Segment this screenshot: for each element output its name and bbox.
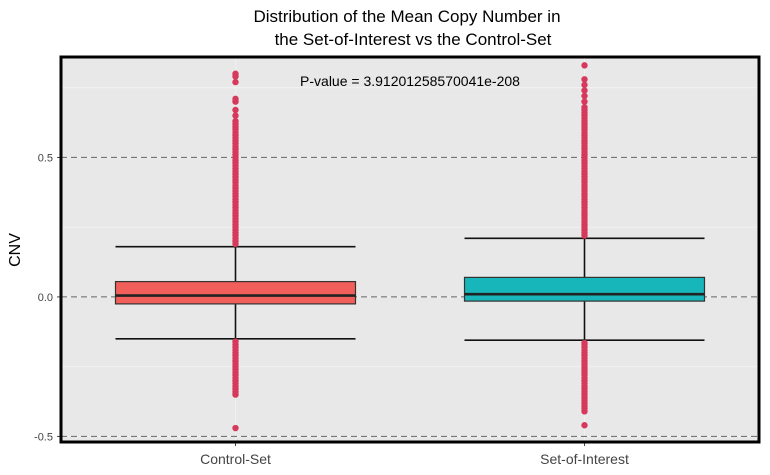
box-group-set-of-interest: [463, 62, 706, 429]
outlier-point: [581, 104, 588, 111]
outlier-point: [232, 117, 239, 125]
outlier-point: [232, 424, 239, 432]
outlier-point: [581, 76, 588, 83]
outlier-point: [232, 391, 239, 398]
chart-title-line-2: the Set-of-Interest vs the Control-Set: [275, 30, 552, 49]
outlier-point: [581, 87, 588, 94]
outlier-point: [581, 422, 588, 429]
y-tick-label: 0.5: [38, 152, 53, 164]
outlier-point: [581, 408, 588, 415]
box-iqr: [463, 276, 706, 302]
outlier-point: [581, 81, 588, 89]
box-iqr: [114, 280, 357, 305]
outlier-point: [232, 95, 239, 103]
chart-title-line-1: Distribution of the Mean Copy Number in: [253, 7, 560, 26]
outlier-point: [232, 106, 239, 114]
outlier-point: [232, 70, 239, 77]
outlier-point: [581, 98, 588, 105]
p-value-annotation: P-value = 3.91201258570041e-208: [300, 73, 520, 89]
box-group-control-set: [114, 70, 357, 432]
outlier-point: [232, 78, 239, 86]
panel-background: [61, 57, 759, 442]
outlier-point: [581, 62, 588, 69]
y-tick-label: -0.5: [34, 431, 53, 443]
x-category-label: Control-Set: [200, 451, 271, 467]
plot-area: -0.5 0.0 0.5 Control-Set Set-of-Interest: [34, 55, 761, 467]
panel-border: [59, 55, 761, 444]
outlier-point: [232, 112, 239, 119]
y-tick-label: 0.0: [38, 292, 53, 304]
x-category-label: Set-of-Interest: [540, 451, 629, 467]
outlier-point: [581, 92, 588, 100]
y-axis-label: CNV: [7, 233, 24, 267]
